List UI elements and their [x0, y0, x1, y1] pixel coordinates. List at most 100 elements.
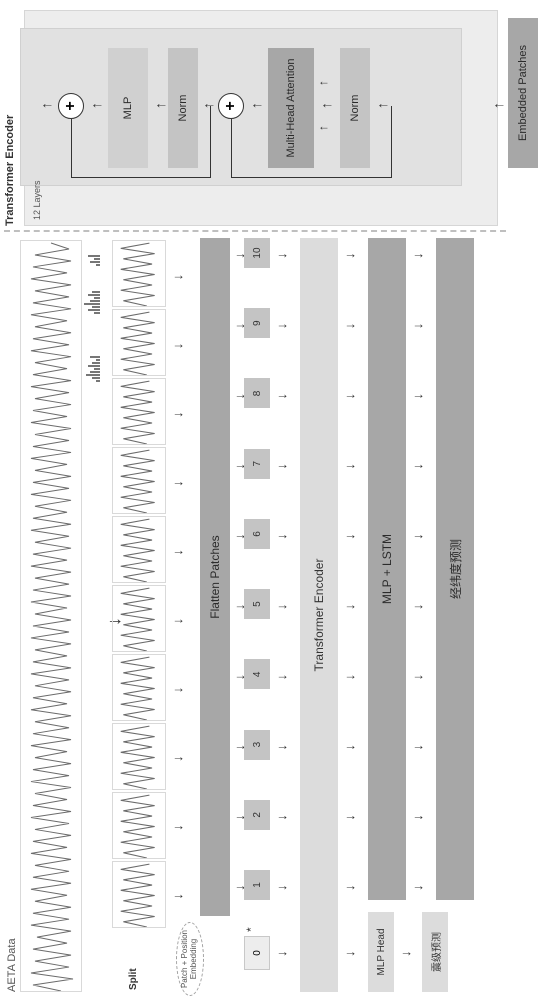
arrow-down-icon: ↓ [410, 814, 425, 821]
arrow-down-icon: ↓ [274, 533, 289, 540]
position-token: 10 [244, 238, 270, 268]
patch-preview [112, 309, 166, 376]
arrow-up-icon: ↑ [152, 102, 168, 109]
patch-preview [112, 516, 166, 583]
arrow-down-icon: ↓ [342, 674, 357, 681]
arrow-up-icon: ↑ [490, 102, 506, 109]
arrow-down-icon: ↓ [342, 814, 357, 821]
arrow-down-icon: ↓ [170, 893, 185, 900]
arrow-down-icon: ↓ [342, 533, 357, 540]
arrow-up-icon: ↑ [316, 125, 330, 131]
arrow-down-icon: ↓ [410, 674, 425, 681]
norm-block-lower: Norm [340, 48, 370, 168]
position-token: 2 [244, 800, 270, 830]
arrow-down-icon: ↓ [170, 687, 185, 694]
arrow-up-icon: ↑ [374, 102, 390, 109]
flatten-patches-block: Flatten Patches [200, 238, 230, 916]
position-token: 3 [244, 730, 270, 760]
skip-connection-lower [391, 106, 392, 178]
arrow-down-icon: ↓ [342, 951, 357, 958]
position-token-row: 1 2 3 4 5 6 7 8 9 10 [244, 238, 270, 900]
arrow-down-icon: ↓ [410, 885, 425, 892]
residual-add-bottom: + [218, 93, 244, 119]
aeta-waveform [20, 240, 82, 992]
position-token: 1 [244, 870, 270, 900]
arrow-down-icon: ↓ [410, 323, 425, 330]
skip-connection-lower [231, 177, 391, 178]
skip-connection-lower [231, 119, 232, 178]
multi-head-attention-block: Multi-Head Attention [268, 48, 314, 168]
arrow-down-icon: ↓ [342, 885, 357, 892]
bar-group [84, 255, 100, 266]
arrow-down-icon: ↓ [410, 393, 425, 400]
skip-connection-upper [210, 106, 211, 178]
arrow-down-icon: ↓ [274, 885, 289, 892]
arrow-down-icon: ↓ [170, 618, 185, 625]
mlp-head-block: MLP Head [368, 912, 394, 992]
arrow-down-icon: ↓ [274, 393, 289, 400]
arrow-down-icon: ↓ [410, 253, 425, 260]
class-token: 0 [244, 936, 270, 970]
arrow-down-icon: ↓ [410, 463, 425, 470]
patch-preview [112, 378, 166, 445]
patch-position-embedding-label: Patch + PositionEmbedding [176, 922, 204, 996]
bar-group [84, 291, 100, 314]
position-token: 6 [244, 519, 270, 549]
position-token: 8 [244, 378, 270, 408]
aux-bar-strip [84, 240, 102, 992]
arrow-down-icon: ↓ [170, 480, 185, 487]
arrow-down-icon: ↓ [342, 604, 357, 611]
encoder-detail: Transformer Encoder 12 Layers + MLP Norm… [4, 4, 543, 226]
mlp-lstm-block: MLP + LSTM [368, 238, 406, 900]
patch-preview [112, 861, 166, 928]
arrow-down-icon: ↓ [274, 323, 289, 330]
arrow-down-icon: ↓ [342, 463, 357, 470]
split-label: Split [128, 968, 139, 990]
arrow-down-icon: ↓ [342, 393, 357, 400]
ppe-line1: Patch + Position [180, 930, 189, 988]
arrow-down-icon: ↓ [410, 604, 425, 611]
arrow-down-icon: ↓ [170, 756, 185, 763]
arrow-down-icon: ↓ [274, 674, 289, 681]
skip-connection-upper [71, 177, 210, 178]
arrow-up-icon: ↑ [200, 102, 216, 109]
mlp-block: MLP [108, 48, 148, 168]
position-token: 4 [244, 659, 270, 689]
arrow-down-icon: ↓ [274, 951, 289, 958]
norm-block-upper: Norm [168, 48, 198, 168]
layers-label: 12 Layers [32, 180, 42, 220]
arrow-down-icon: ↓ [274, 253, 289, 260]
arrow-down-icon: ↓ [398, 951, 413, 958]
arrow-down-icon: ↓ [170, 343, 185, 350]
position-token: 9 [244, 308, 270, 338]
arrow-down-icon: ↓ [342, 323, 357, 330]
bar-group [84, 356, 100, 382]
arrow-up-icon: ↑ [316, 80, 330, 86]
arrow-down-icon: ↓ [170, 412, 185, 419]
patch-preview [112, 585, 166, 652]
patch-preview [112, 240, 166, 307]
arrow-up-icon: ↑ [38, 102, 54, 109]
patch-preview [112, 792, 166, 859]
magnitude-prediction-block: 震级预测 [422, 912, 448, 992]
arrow-down-icon: ↓ [274, 814, 289, 821]
skip-connection-upper [71, 119, 72, 178]
encoder-title: Transformer Encoder [4, 115, 16, 226]
arrow-down-icon: ↓ [410, 533, 425, 540]
arrow-up-icon: ↑ [318, 102, 334, 109]
ppe-line2: Embedding [189, 939, 198, 979]
embedded-patches-block: Embedded Patches [508, 18, 538, 168]
arrow-down-icon: ↓ [170, 824, 185, 831]
patch-preview [112, 447, 166, 514]
patch-previews [112, 240, 166, 928]
position-token: 7 [244, 449, 270, 479]
arrow-down-icon: ↓ [170, 549, 185, 556]
transformer-encoder-block: Transformer Encoder [300, 238, 338, 992]
arrow-down-icon: ↓ [410, 744, 425, 751]
position-token: 5 [244, 589, 270, 619]
arrow-down-icon: ↓ [274, 604, 289, 611]
patch-preview [112, 723, 166, 790]
arrow-down-icon: ↓ [342, 253, 357, 260]
pipeline-diagram: AETA Data ↓ Split Patch + PositionEmbedd… [4, 234, 543, 996]
arrow-down-icon: ↓ [170, 274, 185, 281]
